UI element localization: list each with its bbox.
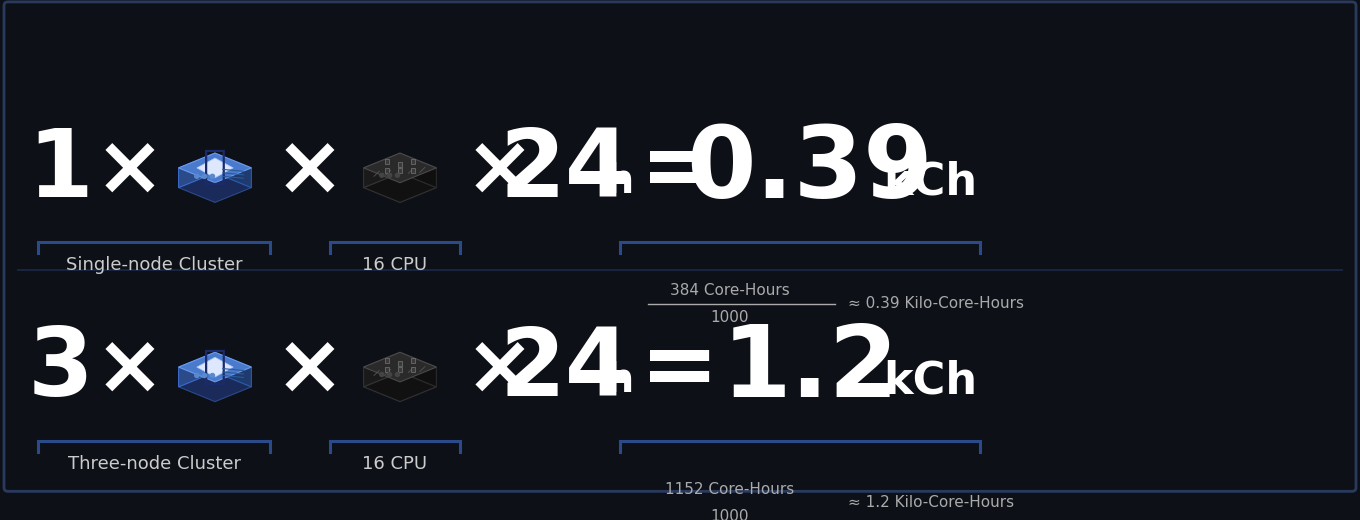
Text: ⎈: ⎈ xyxy=(203,147,227,187)
Text: =: = xyxy=(641,125,719,217)
Text: ≈ 1.2 Kilo-Core-Hours: ≈ 1.2 Kilo-Core-Hours xyxy=(849,495,1015,510)
Circle shape xyxy=(388,173,392,177)
Circle shape xyxy=(396,372,400,376)
Polygon shape xyxy=(178,352,215,387)
Circle shape xyxy=(203,174,207,178)
Polygon shape xyxy=(363,372,437,401)
Text: 1: 1 xyxy=(27,125,92,217)
Polygon shape xyxy=(178,372,252,401)
FancyBboxPatch shape xyxy=(397,162,403,167)
Circle shape xyxy=(194,373,199,378)
Polygon shape xyxy=(363,352,437,382)
Polygon shape xyxy=(363,153,437,183)
FancyBboxPatch shape xyxy=(385,367,389,372)
Text: Three-node Cluster: Three-node Cluster xyxy=(68,456,241,473)
Text: 1.2: 1.2 xyxy=(721,321,899,419)
FancyBboxPatch shape xyxy=(411,168,415,173)
FancyBboxPatch shape xyxy=(397,367,403,372)
Circle shape xyxy=(211,174,215,178)
FancyBboxPatch shape xyxy=(397,168,403,173)
Text: 24: 24 xyxy=(499,324,631,416)
Text: kCh: kCh xyxy=(883,161,976,204)
Text: 0.39: 0.39 xyxy=(687,122,933,219)
Text: ×: × xyxy=(465,330,534,410)
Text: =: = xyxy=(641,324,719,416)
Polygon shape xyxy=(215,352,252,387)
Circle shape xyxy=(211,373,215,378)
Text: 16 CPU: 16 CPU xyxy=(362,456,427,473)
FancyBboxPatch shape xyxy=(397,361,403,366)
Polygon shape xyxy=(178,352,252,382)
Text: kCh: kCh xyxy=(883,360,976,403)
Text: ≈ 0.39 Kilo-Core-Hours: ≈ 0.39 Kilo-Core-Hours xyxy=(849,296,1024,311)
Polygon shape xyxy=(178,153,252,183)
Circle shape xyxy=(396,173,400,177)
Text: Single-node Cluster: Single-node Cluster xyxy=(65,256,242,274)
Text: 16 CPU: 16 CPU xyxy=(362,256,427,274)
FancyBboxPatch shape xyxy=(411,367,415,372)
Polygon shape xyxy=(197,357,233,377)
Polygon shape xyxy=(363,153,400,188)
Polygon shape xyxy=(400,352,437,387)
Polygon shape xyxy=(178,173,252,202)
Polygon shape xyxy=(178,153,215,188)
Text: 24: 24 xyxy=(499,125,631,217)
Circle shape xyxy=(379,372,384,376)
FancyBboxPatch shape xyxy=(4,2,1356,491)
Text: 3: 3 xyxy=(27,324,92,416)
FancyBboxPatch shape xyxy=(385,168,389,173)
FancyBboxPatch shape xyxy=(385,159,389,164)
Circle shape xyxy=(194,174,199,178)
FancyBboxPatch shape xyxy=(385,358,389,363)
Text: ×: × xyxy=(275,330,345,410)
Text: 1000: 1000 xyxy=(711,310,749,326)
Polygon shape xyxy=(215,153,252,188)
Text: ×: × xyxy=(465,130,534,211)
Text: h: h xyxy=(605,361,634,401)
Polygon shape xyxy=(363,352,400,387)
Polygon shape xyxy=(363,173,437,202)
Circle shape xyxy=(379,173,384,177)
Text: 1152 Core-Hours: 1152 Core-Hours xyxy=(665,482,794,497)
Polygon shape xyxy=(197,158,233,178)
Text: ⎈: ⎈ xyxy=(203,347,227,386)
Text: 384 Core-Hours: 384 Core-Hours xyxy=(670,283,790,298)
Text: 1000: 1000 xyxy=(711,510,749,520)
Text: ×: × xyxy=(95,330,165,410)
FancyBboxPatch shape xyxy=(411,159,415,164)
Polygon shape xyxy=(400,153,437,188)
Circle shape xyxy=(203,373,207,378)
FancyBboxPatch shape xyxy=(411,358,415,363)
Text: ×: × xyxy=(275,130,345,211)
Text: ×: × xyxy=(95,130,165,211)
Circle shape xyxy=(388,372,392,376)
Text: h: h xyxy=(605,162,634,202)
